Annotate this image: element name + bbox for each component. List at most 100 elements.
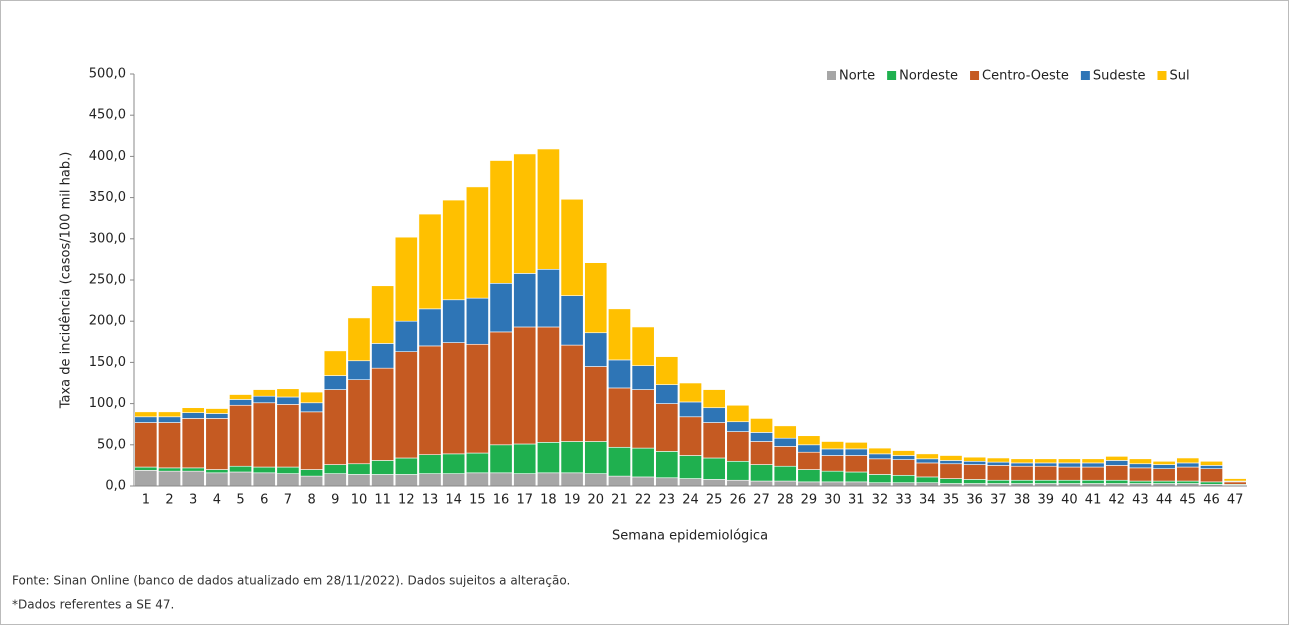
bar-segment: [773, 425, 797, 439]
bar-segment: [1034, 479, 1058, 484]
x-tick-label: 6: [260, 493, 268, 508]
bar-segment: [750, 432, 773, 442]
bar-segment: [276, 466, 300, 474]
x-tick-label: 46: [1203, 493, 1220, 508]
x-tick-label: 36: [966, 493, 983, 508]
bar-segment: [536, 472, 560, 487]
bar-segment: [1129, 480, 1152, 484]
bar-segment: [560, 198, 584, 296]
bar-segment: [679, 416, 702, 456]
bar-segment: [1129, 467, 1152, 482]
bar-segment: [134, 416, 158, 423]
legend-label: Centro-Oeste: [982, 69, 1069, 84]
x-tick-label: 18: [540, 493, 557, 508]
bar-segment: [702, 457, 726, 480]
bar-segment: [158, 422, 181, 469]
x-tick-label: 19: [564, 493, 581, 508]
bar-segment: [868, 447, 892, 455]
bar-segment: [655, 451, 679, 479]
x-tick-label: 39: [1037, 493, 1054, 508]
bar-segment: [1057, 462, 1081, 468]
bar-segment: [797, 481, 821, 487]
legend-label: Sul: [1169, 69, 1189, 84]
bar-segment: [323, 464, 347, 474]
bar-segment: [442, 299, 466, 343]
bar-segment: [868, 474, 892, 484]
bar-segment: [1152, 468, 1176, 482]
bar-segment: [418, 454, 442, 474]
bar-segment: [536, 442, 560, 474]
bar-segment: [371, 474, 395, 487]
bar-segment: [892, 450, 916, 456]
x-tick-label: 4: [213, 493, 221, 508]
bar-segment: [252, 389, 276, 397]
bar-segment: [939, 463, 963, 479]
bar-segment: [323, 389, 347, 465]
bar-segment: [679, 478, 702, 487]
bar-segment: [323, 350, 347, 376]
bar-segment: [560, 344, 584, 442]
legend-swatch: [887, 71, 897, 80]
y-tick-label: 250,0: [89, 273, 126, 288]
x-tick-label: 40: [1061, 493, 1078, 508]
bar-segment: [892, 455, 916, 460]
bar-segment: [158, 467, 181, 472]
bar-segment: [181, 407, 205, 413]
bar-segment: [513, 153, 537, 274]
bar-segment: [892, 459, 916, 476]
x-axis-label: Semana epidemiológica: [612, 529, 768, 544]
bar-segment: [418, 345, 442, 455]
legend-label: Nordeste: [899, 69, 958, 84]
bar-segment: [489, 472, 513, 487]
bar-segment: [773, 446, 797, 467]
bar-segment: [1057, 479, 1081, 484]
bar-segment: [300, 402, 324, 413]
bar-segment: [868, 453, 892, 460]
bar-segment: [892, 474, 916, 484]
bar-segment: [536, 148, 560, 270]
bar-segment: [347, 360, 371, 381]
bar-segment: [181, 467, 205, 472]
bar-segment: [1223, 481, 1247, 485]
bar-segment: [513, 273, 537, 328]
x-tick-label: 43: [1132, 493, 1149, 508]
bar-segment: [1176, 466, 1200, 482]
bar-segment: [1176, 462, 1200, 468]
y-tick-label: 400,0: [89, 149, 126, 164]
bar-segment: [821, 441, 845, 450]
bar-segment: [134, 466, 158, 471]
bar-segment: [229, 399, 252, 406]
bar-segment: [1057, 466, 1081, 481]
bar-segment: [181, 418, 205, 469]
bar-segment: [371, 367, 395, 461]
x-tick-label: 22: [635, 493, 652, 508]
x-tick-label: 10: [351, 493, 368, 508]
y-tick-label: 450,0: [89, 108, 126, 123]
bar-segment: [1010, 462, 1034, 467]
bar-segment: [1057, 458, 1081, 464]
bar-segment: [205, 413, 229, 419]
x-tick-label: 8: [307, 493, 315, 508]
bar-segment: [631, 476, 655, 487]
x-tick-label: 14: [445, 493, 462, 508]
bar-segment: [963, 456, 987, 462]
y-tick-label: 50,0: [97, 437, 126, 452]
bar-segment: [1200, 481, 1223, 485]
bar-segment: [915, 453, 939, 460]
bar-segment: [489, 282, 513, 333]
legend-swatch: [1157, 71, 1167, 80]
x-tick-label: 47: [1227, 493, 1244, 508]
bar-segment: [584, 473, 608, 487]
x-tick-label: 5: [236, 493, 244, 508]
bar-segment: [1105, 460, 1129, 466]
bar-segment: [631, 326, 655, 366]
bar-segment: [536, 326, 560, 443]
y-tick-label: 300,0: [89, 231, 126, 246]
x-tick-label: 45: [1180, 493, 1197, 508]
bar-segment: [679, 382, 702, 403]
bar-segment: [513, 326, 537, 445]
bar-segment: [1081, 458, 1105, 464]
bar-segment: [797, 451, 821, 470]
bar-segment: [702, 407, 726, 423]
